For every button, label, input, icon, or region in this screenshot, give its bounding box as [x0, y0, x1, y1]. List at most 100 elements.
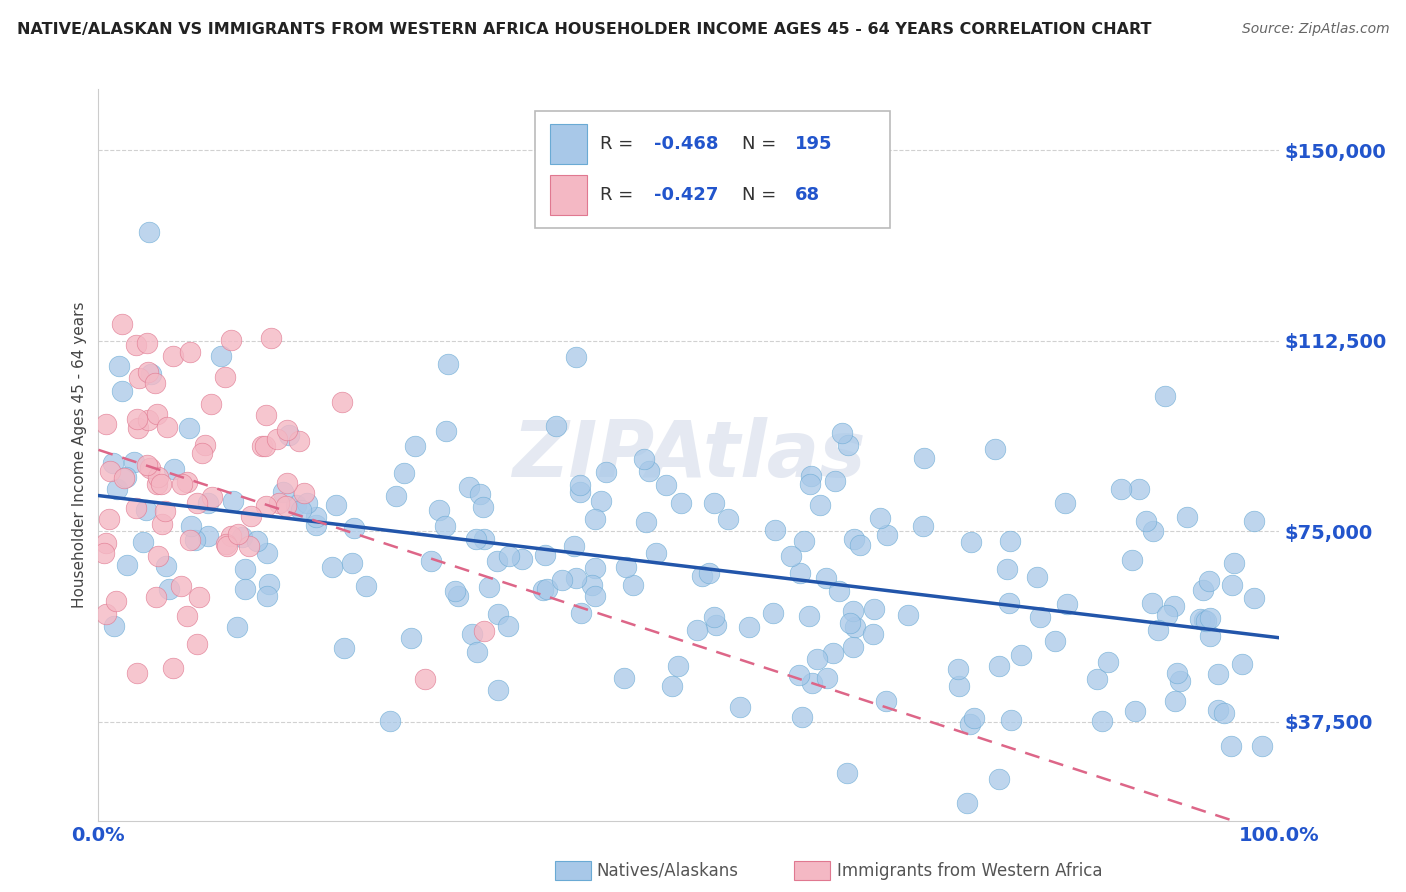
Point: [1206, 703, 1229, 717]
Text: N =: N =: [742, 186, 782, 204]
Point: [498, 549, 520, 563]
Point: [1123, 704, 1146, 718]
Point: [633, 452, 655, 467]
Point: [256, 589, 278, 603]
Point: [1166, 666, 1188, 681]
Point: [824, 474, 846, 488]
Text: ZIPAtlas: ZIPAtlas: [512, 417, 866, 493]
Point: [162, 349, 184, 363]
Point: [823, 646, 845, 660]
Point: [125, 666, 148, 681]
Point: [125, 501, 148, 516]
Point: [831, 425, 853, 440]
Point: [595, 466, 617, 480]
Point: [837, 438, 859, 452]
Point: [987, 658, 1010, 673]
Point: [1223, 556, 1246, 570]
Point: [231, 530, 253, 544]
Point: [876, 528, 898, 542]
Point: [849, 538, 872, 552]
Point: [728, 700, 751, 714]
Point: [1195, 614, 1218, 628]
Point: [214, 370, 236, 384]
Point: [636, 515, 658, 529]
Point: [427, 503, 450, 517]
Point: [197, 495, 219, 509]
Point: [186, 496, 208, 510]
Point: [762, 606, 785, 620]
Point: [321, 560, 343, 574]
Point: [569, 606, 592, 620]
Point: [93, 545, 115, 559]
Point: [565, 350, 588, 364]
Point: [471, 500, 494, 515]
Point: [157, 582, 180, 596]
Point: [565, 571, 588, 585]
Point: [669, 496, 692, 510]
Point: [569, 484, 592, 499]
Y-axis label: Householder Income Ages 45 - 64 years: Householder Income Ages 45 - 64 years: [72, 301, 87, 608]
Text: Immigrants from Western Africa: Immigrants from Western Africa: [837, 862, 1102, 880]
Point: [111, 384, 134, 398]
Point: [186, 637, 208, 651]
Point: [614, 560, 637, 574]
Point: [150, 517, 173, 532]
Point: [984, 442, 1007, 456]
Point: [222, 493, 245, 508]
Point: [1192, 582, 1215, 597]
FancyBboxPatch shape: [550, 124, 588, 164]
Point: [806, 652, 828, 666]
Point: [912, 450, 935, 465]
Point: [292, 486, 315, 500]
Point: [96, 417, 118, 431]
Point: [613, 671, 636, 685]
Point: [464, 532, 486, 546]
Point: [842, 640, 865, 654]
Point: [392, 467, 415, 481]
Point: [581, 578, 603, 592]
Point: [1164, 694, 1187, 708]
Point: [139, 461, 162, 475]
Point: [146, 407, 169, 421]
Point: [875, 694, 897, 708]
Point: [1091, 714, 1114, 728]
Point: [194, 437, 217, 451]
Point: [988, 772, 1011, 786]
Point: [226, 619, 249, 633]
Point: [1056, 597, 1078, 611]
Point: [104, 593, 127, 607]
FancyBboxPatch shape: [536, 112, 890, 228]
Point: [1198, 611, 1220, 625]
Point: [1220, 739, 1243, 753]
Point: [1154, 389, 1177, 403]
Point: [862, 602, 884, 616]
Point: [276, 476, 298, 491]
Point: [172, 476, 194, 491]
Point: [111, 317, 134, 331]
Point: [510, 552, 533, 566]
Point: [180, 519, 202, 533]
Point: [135, 502, 157, 516]
Point: [156, 420, 179, 434]
Point: [763, 523, 786, 537]
Point: [256, 546, 278, 560]
Point: [1189, 612, 1212, 626]
Point: [245, 533, 267, 548]
Point: [486, 607, 509, 621]
Point: [285, 498, 308, 512]
Point: [254, 499, 277, 513]
Point: [271, 485, 294, 500]
Point: [420, 554, 443, 568]
Point: [1208, 666, 1230, 681]
Point: [325, 498, 347, 512]
Point: [703, 610, 725, 624]
Point: [233, 582, 256, 596]
Point: [551, 573, 574, 587]
Point: [146, 549, 169, 564]
Point: [1177, 510, 1199, 524]
Point: [276, 499, 298, 513]
Point: [1085, 672, 1108, 686]
Point: [1029, 610, 1052, 624]
Point: [1251, 739, 1274, 754]
Point: [340, 556, 363, 570]
